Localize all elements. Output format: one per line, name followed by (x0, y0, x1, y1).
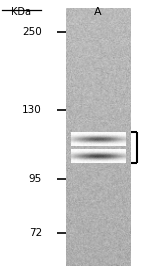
Text: 130: 130 (22, 105, 42, 115)
Text: 72: 72 (29, 228, 42, 238)
Text: 95: 95 (29, 175, 42, 184)
Text: 250: 250 (22, 27, 42, 36)
Text: A: A (94, 7, 101, 17)
Text: KDa: KDa (11, 7, 31, 17)
